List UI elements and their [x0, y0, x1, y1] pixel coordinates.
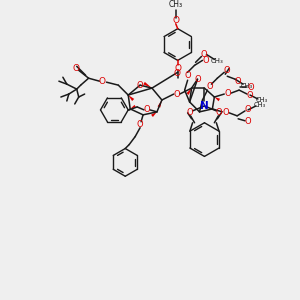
Text: O: O	[194, 75, 201, 84]
Text: O: O	[137, 81, 143, 90]
Text: CH₃: CH₃	[256, 97, 268, 103]
Polygon shape	[130, 105, 136, 109]
Text: O: O	[99, 77, 106, 86]
Text: O: O	[245, 105, 251, 114]
Text: CH₃: CH₃	[241, 83, 253, 89]
Text: O: O	[248, 82, 254, 91]
Text: N: N	[200, 101, 209, 111]
Polygon shape	[158, 100, 162, 107]
Polygon shape	[151, 112, 157, 117]
Polygon shape	[143, 82, 152, 88]
Text: O: O	[235, 77, 242, 86]
Text: CH₃: CH₃	[169, 0, 183, 9]
Text: O: O	[224, 66, 230, 75]
Text: O: O	[144, 105, 150, 114]
Text: O: O	[186, 108, 193, 117]
Polygon shape	[186, 88, 192, 95]
Text: O: O	[173, 69, 180, 78]
Text: O: O	[137, 120, 143, 129]
Text: O: O	[247, 91, 253, 100]
Text: O: O	[72, 64, 79, 73]
Polygon shape	[128, 95, 134, 101]
Text: O: O	[173, 90, 180, 99]
Text: O: O	[245, 117, 251, 126]
Text: O: O	[225, 88, 232, 98]
Text: O: O	[202, 56, 209, 65]
Polygon shape	[214, 97, 220, 101]
Text: O: O	[206, 82, 213, 91]
Text: O: O	[172, 16, 179, 25]
Text: O: O	[223, 108, 230, 117]
Text: O: O	[216, 108, 223, 117]
Text: O: O	[184, 71, 191, 80]
Text: O: O	[200, 50, 207, 59]
Text: CH₃: CH₃	[211, 58, 224, 64]
Text: O: O	[174, 64, 181, 73]
Text: CH₃: CH₃	[254, 102, 266, 108]
